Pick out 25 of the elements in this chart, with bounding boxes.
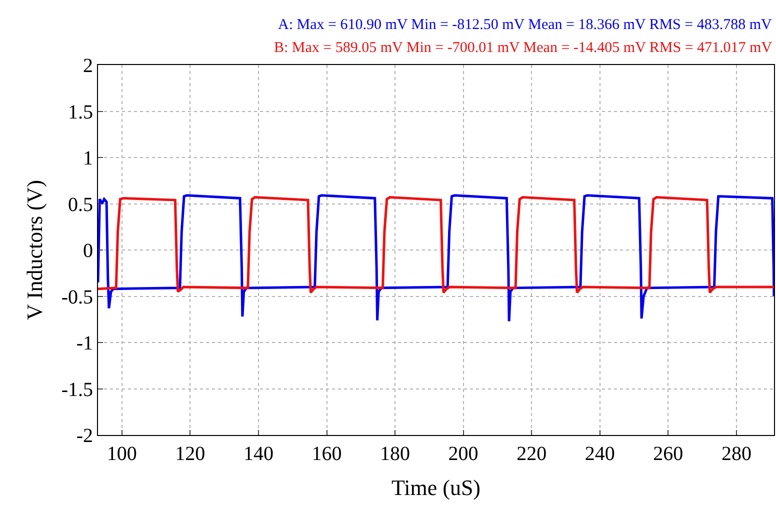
y-tick-label: 1 bbox=[83, 148, 93, 170]
y-axis-title: V Inductors (V) bbox=[22, 180, 48, 320]
text: B: Max = 589.05 mV Min = -700.01 mV Mean = -14.405 mV RMS = 471.017 mV bbox=[274, 40, 772, 56]
x-tick-label: 140 bbox=[243, 443, 274, 465]
y-tick-label: -1 bbox=[76, 332, 93, 354]
x-axis-title: Time (uS) bbox=[391, 474, 481, 500]
y-tick-label: 1.5 bbox=[68, 101, 93, 124]
x-tick-label: 180 bbox=[380, 443, 410, 465]
y-tick-label: 2 bbox=[83, 55, 93, 77]
x-tick-label: 240 bbox=[584, 443, 615, 465]
y-tick-label: -0.5 bbox=[61, 286, 93, 308]
y-tick-label: 0 bbox=[83, 240, 93, 262]
x-tick-label: 160 bbox=[312, 443, 342, 465]
x-tick-label: 100 bbox=[106, 443, 137, 465]
y-tick-label: -2 bbox=[76, 425, 93, 447]
x-tick-label: 120 bbox=[175, 443, 206, 465]
text: A: Max = 610.90 mV Min = -812.50 mV Mean = 18.366 mV RMS = 483.788 mV bbox=[278, 17, 772, 33]
x-tick-label: 260 bbox=[653, 443, 684, 465]
line-series bbox=[98, 196, 774, 294]
x-tick-label: 280 bbox=[721, 443, 752, 465]
x-tick-label: 220 bbox=[516, 443, 547, 465]
y-tick-label: -1.5 bbox=[61, 378, 93, 401]
line-series bbox=[98, 194, 774, 322]
y-tick-label: 0.5 bbox=[68, 194, 93, 216]
x-tick-label: 200 bbox=[448, 443, 478, 465]
